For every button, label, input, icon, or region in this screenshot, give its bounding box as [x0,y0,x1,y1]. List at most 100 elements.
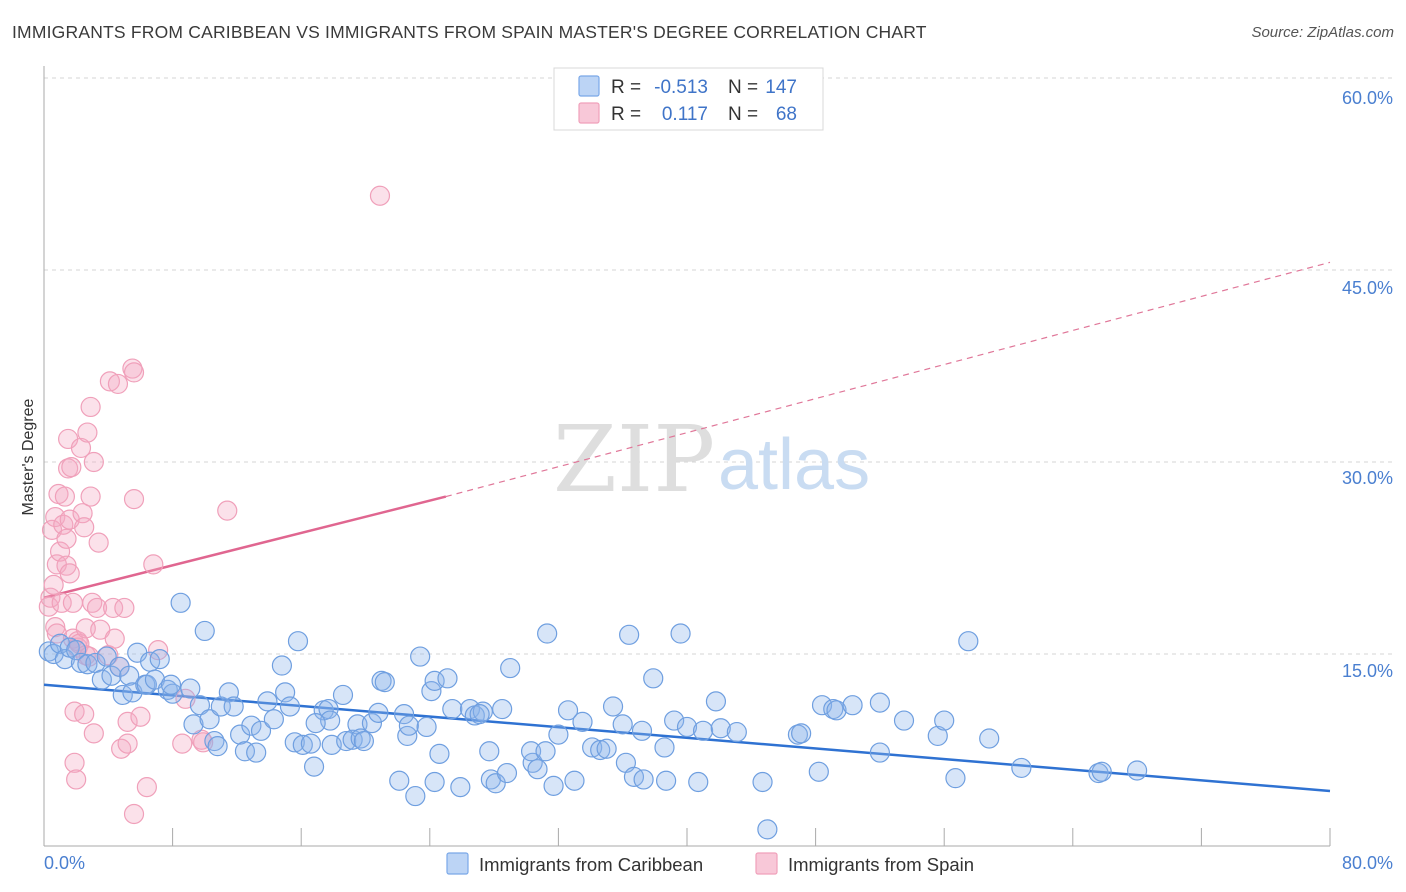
caribbean-point [893,710,915,731]
y-tick-label-45: 45.0% [1342,278,1393,298]
caribbean-point [410,646,431,667]
bottom-legend-label-caribbean: Immigrants from Caribbean [479,854,703,875]
caribbean-point [945,768,966,789]
legend-r-value-caribbean: -0.513 [654,77,708,98]
caribbean-point [149,649,170,670]
series-legend: Immigrants from Caribbean Immigrants fro… [446,852,974,875]
caribbean-point [705,691,727,712]
y-axis-label: Master's Degree [20,398,37,515]
caribbean-point [353,730,374,752]
spain-point [107,373,129,395]
spain-point [70,437,92,459]
caribbean-point [535,741,556,762]
legend-r-value-spain: 0.117 [662,104,708,125]
caribbean-point [527,759,548,780]
caribbean-point [619,624,640,645]
caribbean-point [537,623,558,644]
spain-point [43,574,64,595]
caribbean-point [654,737,675,758]
spain-point [99,371,121,392]
caribbean-point [500,657,521,679]
caribbean-point [676,716,698,738]
caribbean-point [77,654,98,675]
caribbean-point [612,714,633,735]
spain-point [130,706,151,727]
spain-point [40,587,61,608]
caribbean-point [119,665,140,686]
bottom-legend-label-spain: Immigrants from Spain [788,854,974,875]
caribbean-point [361,713,383,734]
caribbean-point [752,771,773,793]
caribbean-point [303,756,325,777]
caribbean-point [692,720,714,741]
x-tick-label-right: 80.0% [1342,853,1393,873]
caribbean-point [332,684,354,706]
chart-title: IMMIGRANTS FROM CARIBBEAN VS IMMIGRANTS … [12,22,927,42]
caribbean-point [726,721,747,743]
caribbean-point [241,715,262,736]
caribbean-point [631,720,653,741]
spain-point [45,617,66,638]
caribbean-point [826,700,847,721]
caribbean-point [688,771,709,793]
caribbean-point [590,739,611,761]
caribbean-point [472,701,493,722]
caribbean-point [808,761,829,782]
spain-point [74,704,95,725]
spain-point [136,777,157,798]
caribbean-point [66,640,87,661]
watermark: ZIP atlas [553,406,870,513]
caribbean-point [170,592,191,613]
spain-point [41,519,63,540]
caribbean-point [869,692,891,713]
caribbean-point [234,741,256,762]
legend-swatch-spain [578,102,600,124]
caribbean-point [305,713,326,734]
legend-r-label-spain: R = [611,104,641,125]
spain-point [80,396,101,418]
caribbean-point [199,709,220,730]
caribbean-point [927,725,948,747]
spain-point [75,618,96,639]
caribbean-point [398,715,420,736]
caribbean-point [450,777,471,798]
caribbean-point [194,620,215,642]
caribbean-point [520,741,542,762]
y-tick-labels: 15.0% 30.0% 45.0% 60.0% [1342,88,1393,681]
axes [43,66,1331,847]
caribbean-point [397,725,418,747]
caribbean-point [342,729,363,750]
caribbean-point [496,762,518,784]
caribbean-point [300,733,321,754]
caribbean-point [564,770,585,791]
caribbean-point [934,710,955,731]
legend-n-label-caribbean: N = [728,77,758,98]
spain-point [172,733,193,754]
caribbean-point [479,741,500,762]
spain-point [51,592,72,613]
caribbean-point [548,724,569,745]
caribbean-point [189,695,211,716]
caribbean-point [543,775,564,796]
spain-point [56,528,77,549]
spain-point [83,451,104,473]
caribbean-point [633,769,654,790]
caribbean-point [602,696,624,717]
caribbean-points [38,592,1148,840]
caribbean-point [416,716,437,738]
caribbean-point [257,691,278,712]
caribbean-point [271,655,293,676]
caribbean-point [180,678,201,699]
caribbean-point [572,711,593,732]
spain-trendline [43,495,447,599]
caribbean-point [442,698,463,720]
legend-n-value-caribbean: 147 [765,77,797,98]
legend-n-value-spain: 68 [776,104,797,125]
spain-point [123,803,145,825]
legend-n-label-spain: N = [728,104,758,125]
caribbean-point [710,718,731,739]
caribbean-point [405,785,426,807]
caribbean-point [643,668,664,689]
correlation-legend: R = -0.513 N = 147 R = 0.117 N = 68 [553,67,824,131]
